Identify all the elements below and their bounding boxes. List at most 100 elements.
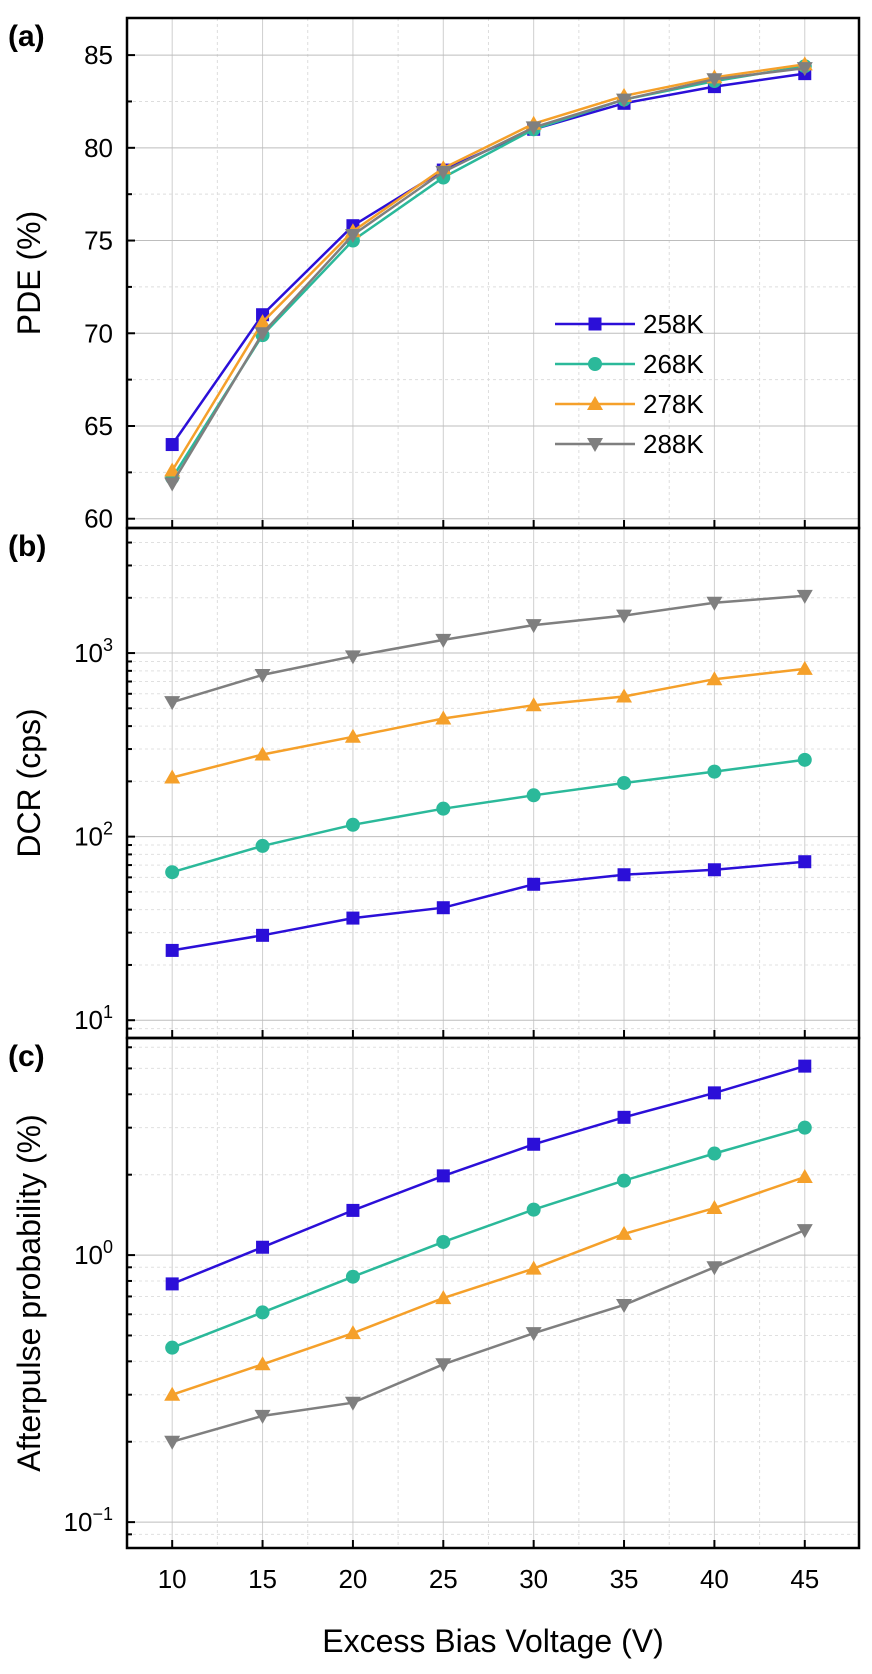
data-point-278K (254, 314, 271, 329)
data-point-268K (436, 801, 451, 816)
data-point-278K (164, 462, 181, 477)
series-line-258K (171, 1064, 806, 1286)
y-axis-title: Afterpulse probability (%) (11, 1114, 47, 1471)
data-point-258K (165, 1277, 179, 1291)
panel-label: (b) (8, 530, 46, 563)
data-point-268K (617, 1173, 632, 1188)
data-point-288K (525, 1327, 542, 1342)
panel-label: (a) (8, 20, 45, 53)
y-axis-title: DCR (cps) (11, 708, 47, 857)
data-point-288K (525, 619, 542, 634)
series-line-268K (171, 64, 806, 479)
y-tick-label: 101 (74, 1002, 113, 1035)
data-point-278K (796, 660, 813, 675)
data-point-258K (436, 1169, 450, 1183)
data-point-268K (707, 764, 722, 779)
series-line-288K (171, 594, 805, 704)
series-line-278K (171, 667, 805, 779)
data-point-268K (617, 775, 632, 790)
data-point-278K (344, 1325, 361, 1340)
panel-3: 10−1 100 Afterpulse probability (%) (c) 10 15… (8, 1036, 861, 1659)
data-point-258K (707, 863, 721, 877)
x-tick-label: 30 (519, 1564, 548, 1594)
series-line-278K (171, 1175, 806, 1396)
data-point-258K (798, 1059, 812, 1073)
data-point-288K (344, 650, 361, 665)
legend-label-288K: 288K (643, 429, 704, 459)
panel-1: 60 65 70 75 80 85 PDE (%) (a) 258K 268K 278K 288K (8, 16, 861, 534)
y-tick-label: 70 (84, 318, 113, 348)
data-point-288K (706, 73, 723, 88)
plot-frame (125, 1036, 861, 1550)
legend-marker-278K (587, 396, 603, 410)
data-point-258K (617, 1110, 631, 1124)
data-point-258K (165, 438, 179, 452)
data-point-278K (525, 697, 542, 712)
data-point-258K (346, 1203, 360, 1217)
data-point-288K (344, 228, 361, 243)
legend-marker-288K (587, 438, 603, 452)
data-point-268K (797, 752, 812, 767)
data-point-288K (164, 696, 181, 711)
x-tick-label: 35 (610, 1564, 639, 1594)
data-point-288K (525, 121, 542, 136)
series-line-268K (171, 1126, 806, 1349)
data-point-288K (616, 609, 633, 624)
data-point-288K (796, 589, 813, 604)
x-axis-title: Excess Bias Voltage (V) (322, 1623, 663, 1659)
data-point-288K (706, 596, 723, 611)
data-point-288K (254, 327, 271, 342)
legend-label-278K: 278K (643, 389, 704, 419)
data-point-288K (435, 1358, 452, 1373)
data-point-268K (255, 838, 270, 853)
data-point-268K (526, 1202, 541, 1217)
legend-label-268K: 268K (643, 349, 704, 379)
panel-2: 101 102 103 DCR (cps) (b) (8, 526, 861, 1040)
legend-marker-258K (588, 317, 602, 331)
data-point-258K (527, 877, 541, 891)
data-point-278K (706, 1200, 723, 1215)
data-point-278K (796, 1169, 813, 1184)
data-point-268K (436, 1234, 451, 1249)
data-point-288K (616, 1299, 633, 1314)
data-point-288K (435, 633, 452, 648)
y-tick-label: 103 (74, 635, 113, 668)
data-point-288K (616, 93, 633, 108)
y-tick-label: 75 (84, 226, 113, 256)
y-tick-label: 65 (84, 411, 113, 441)
data-point-258K (436, 901, 450, 915)
data-point-268K (165, 1340, 180, 1355)
data-point-258K (617, 868, 631, 882)
x-tick-label: 40 (700, 1564, 729, 1594)
plot-frame (125, 526, 861, 1040)
data-point-268K (165, 865, 180, 880)
data-point-268K (526, 788, 541, 803)
data-point-288K (254, 1409, 271, 1424)
series-line-278K (171, 63, 805, 472)
x-tick-label: 45 (790, 1564, 819, 1594)
data-point-258K (256, 1240, 270, 1254)
data-point-278K (164, 1386, 181, 1401)
data-point-278K (435, 1290, 452, 1305)
data-point-278K (344, 728, 361, 743)
data-point-258K (798, 855, 812, 869)
y-tick-label: 60 (84, 504, 113, 534)
data-point-278K (525, 1260, 542, 1275)
legend-marker-268K (588, 357, 602, 371)
data-point-278K (616, 688, 633, 703)
data-point-278K (435, 710, 452, 725)
data-point-258K (165, 943, 179, 957)
data-point-278K (706, 671, 723, 686)
data-point-288K (344, 1396, 361, 1411)
data-point-258K (527, 1137, 541, 1151)
data-point-268K (707, 1146, 722, 1161)
data-point-288K (164, 1435, 181, 1450)
data-point-288K (796, 1224, 813, 1239)
legend: 258K 268K 278K 288K (555, 309, 704, 459)
y-axis-title: PDE (%) (11, 211, 47, 335)
data-point-288K (796, 62, 813, 77)
series-line-258K (171, 860, 805, 952)
y-tick-label: 85 (84, 40, 113, 70)
data-point-258K (346, 911, 360, 925)
